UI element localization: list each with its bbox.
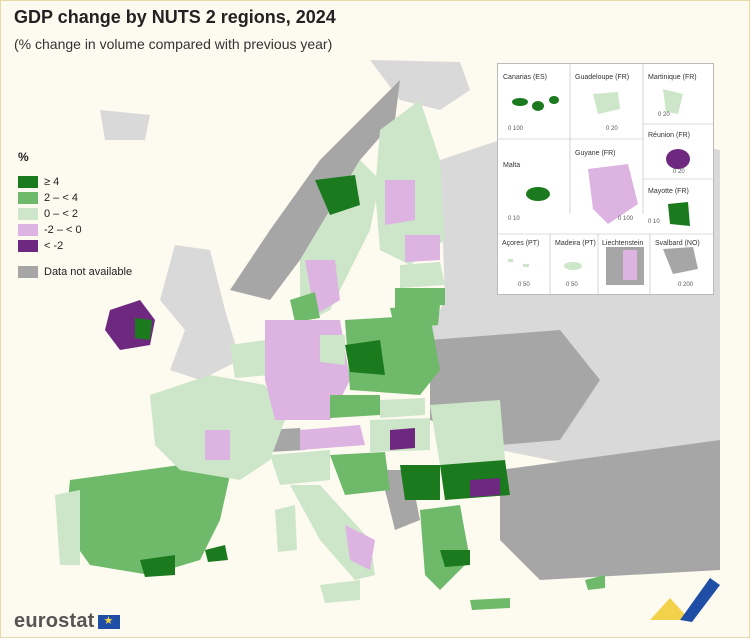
inset-scale: 0 50 bbox=[518, 282, 530, 288]
norway-land bbox=[230, 80, 400, 300]
germany-east-green bbox=[320, 335, 345, 365]
map-subtitle: (% change in volume compared with previo… bbox=[14, 36, 333, 52]
bulgaria-purple bbox=[470, 478, 500, 497]
poland-green-dark bbox=[345, 340, 385, 375]
legend-swatch bbox=[18, 240, 38, 252]
latvia bbox=[395, 288, 445, 308]
inset-label-guadeloupe: Guadeloupe (FR) bbox=[575, 74, 630, 81]
legend-label: < -2 bbox=[44, 240, 64, 252]
inset-label-svalbard: Svalbard (NO) bbox=[655, 240, 700, 247]
serbia-green bbox=[400, 465, 440, 500]
czechia bbox=[330, 395, 380, 418]
france bbox=[150, 375, 285, 480]
denmark bbox=[290, 292, 320, 322]
inset-label-acores: Açores (PT) bbox=[502, 240, 540, 247]
legend-label: ≥ 4 bbox=[44, 176, 60, 188]
ireland-east bbox=[135, 318, 152, 340]
inset-label-mayotte: Mayotte (FR) bbox=[648, 188, 689, 195]
legend-label: 2 – < 4 bbox=[44, 192, 78, 204]
map-legend: % ≥ 4 2 – < 4 0 – < 2 -2 – < 0 < -2 Data… bbox=[18, 150, 132, 280]
austria bbox=[300, 425, 365, 450]
inset-label-liechtenstein: Liechtenstein bbox=[602, 240, 644, 247]
legend-swatch bbox=[18, 176, 38, 188]
insets-grid bbox=[498, 64, 713, 294]
inset-scale: 0 100 bbox=[618, 216, 634, 222]
cyprus bbox=[585, 575, 605, 590]
legend-swatch bbox=[18, 266, 38, 278]
iceland-land bbox=[100, 110, 150, 140]
inset-scale: 0 100 bbox=[508, 126, 524, 132]
legend-item: ≥ 4 bbox=[18, 174, 132, 190]
france-pink bbox=[205, 430, 230, 460]
inset-scale: 0 10 bbox=[508, 216, 520, 222]
inset-scale: 0 50 bbox=[566, 282, 578, 288]
inset-scale: 0 20 bbox=[673, 169, 685, 175]
legend-label: -2 – < 0 bbox=[44, 224, 82, 236]
italy-pink bbox=[345, 525, 375, 570]
sardinia bbox=[275, 505, 297, 552]
greece-dark bbox=[440, 550, 470, 567]
inset-label-guyane: Guyane (FR) bbox=[575, 150, 616, 157]
italy-north bbox=[270, 450, 330, 485]
inset-scale: 0 20 bbox=[606, 126, 618, 132]
eurostat-accent-blue bbox=[680, 578, 720, 622]
sicily bbox=[320, 580, 360, 603]
andalucia-green bbox=[140, 555, 175, 577]
sweden-north-green bbox=[315, 175, 360, 215]
croatia bbox=[330, 452, 390, 495]
romania bbox=[430, 400, 505, 465]
eurostat-accent-yellow bbox=[650, 598, 690, 620]
inset-label-canarias: Canarias (ES) bbox=[503, 74, 547, 81]
inset-scale: 0 10 bbox=[648, 219, 660, 225]
legend-item-na: Data not available bbox=[18, 264, 132, 280]
legend-item: 0 – < 2 bbox=[18, 206, 132, 222]
hungary-purple bbox=[390, 428, 415, 450]
inset-label-reunion: Réunion (FR) bbox=[648, 132, 691, 139]
legend-item: < -2 bbox=[18, 238, 132, 254]
finland-south-pink bbox=[405, 235, 440, 262]
poland bbox=[345, 315, 440, 395]
slovakia bbox=[380, 398, 425, 418]
legend-item: -2 – < 0 bbox=[18, 222, 132, 238]
eurostat-logo: eurostat bbox=[14, 610, 120, 633]
belgium-netherlands bbox=[230, 340, 270, 378]
turkey-land bbox=[500, 440, 720, 580]
portugal bbox=[55, 490, 80, 565]
spain bbox=[65, 465, 230, 575]
inset-label-martinique: Martinique (FR) bbox=[648, 74, 697, 81]
crete bbox=[470, 598, 510, 610]
legend-swatch bbox=[18, 192, 38, 204]
legend-title: % bbox=[18, 150, 29, 164]
insets-panel: Canarias (ES) 0 100 Guadeloupe (FR) 0 20… bbox=[497, 63, 714, 295]
inset-label-malta: Malta bbox=[503, 162, 521, 169]
uk-land bbox=[160, 245, 240, 380]
finland-pink bbox=[385, 180, 415, 225]
legend-swatch bbox=[18, 208, 38, 220]
legend-swatch bbox=[18, 224, 38, 236]
map-title: GDP change by NUTS 2 regions, 2024 bbox=[14, 7, 336, 27]
eu-flag-icon bbox=[97, 614, 120, 629]
inset-scale: 0 20 bbox=[658, 112, 670, 118]
inset-label-madeira: Madeira (PT) bbox=[555, 240, 596, 247]
balearic bbox=[205, 545, 228, 562]
logo-text: eurostat bbox=[14, 610, 95, 632]
legend-item: 2 – < 4 bbox=[18, 190, 132, 206]
inset-scale: 0 200 bbox=[678, 282, 694, 288]
greece bbox=[420, 505, 470, 590]
legend-label: Data not available bbox=[44, 266, 133, 278]
greenland-land bbox=[370, 60, 470, 110]
estonia bbox=[400, 262, 445, 288]
legend-label: 0 – < 2 bbox=[44, 208, 78, 220]
